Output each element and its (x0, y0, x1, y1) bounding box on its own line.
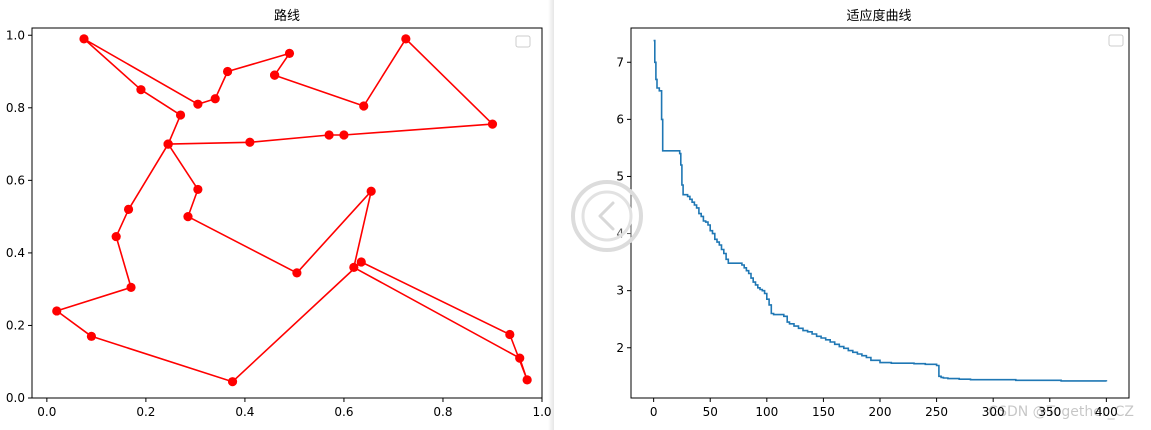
route-point (175, 110, 186, 120)
chevron-left-icon (598, 201, 615, 231)
y-tick-label: 3 (616, 284, 624, 298)
fitness-chart: 适应度曲线 0 50 100 150 200 250 300 350 400 2 3 4 5 6 7 (616, 8, 1130, 419)
route-point (210, 94, 220, 104)
x-tick-label: 0 (650, 405, 658, 419)
y-axis: 2 3 4 5 6 7 (616, 55, 631, 355)
fitness-lines (653, 39, 1108, 382)
y-tick-label: 7 (616, 55, 624, 69)
route-point (324, 130, 334, 140)
route-point (111, 231, 121, 242)
chart-title: 适应度曲线 (846, 8, 911, 24)
x-tick-label: 1.0 (532, 405, 551, 419)
y-axis: 0.0 0.2 0.4 0.6 0.8 1.0 (6, 28, 32, 405)
route-point (339, 130, 349, 140)
y-tick-label: 2 (616, 341, 624, 355)
route-line-0 (83, 38, 494, 145)
legend-box (1108, 34, 1124, 47)
route-point (193, 99, 203, 109)
plot-frame (31, 27, 543, 399)
y-tick-label: 5 (616, 169, 624, 183)
watermark: CSDN @Together_CZ (988, 404, 1134, 420)
figure-gutter (548, 0, 554, 430)
route-point (284, 48, 295, 58)
route-point (136, 85, 146, 95)
fitness-line (653, 39, 1108, 382)
route-point (123, 204, 134, 214)
route-point (86, 331, 97, 341)
route-markers (52, 34, 532, 387)
x-tick-label: 0.4 (235, 405, 254, 419)
route-point (487, 119, 498, 129)
x-tick-label: 0.2 (136, 405, 155, 419)
x-tick-label: 400 (1095, 405, 1118, 419)
route-point (505, 329, 515, 340)
x-tick-label: 0.6 (334, 405, 353, 419)
route-point (366, 186, 376, 196)
legend-box (515, 35, 531, 48)
x-tick-label: 0.0 (37, 405, 56, 419)
previous-image-button[interactable] (571, 180, 643, 252)
route-point (79, 34, 89, 44)
y-tick-label: 0.4 (6, 246, 25, 260)
x-tick-label: 350 (1038, 405, 1061, 419)
route-point (193, 184, 203, 195)
route-point (227, 377, 238, 387)
x-tick-label: 50 (703, 405, 718, 419)
chart-title: 路线 (274, 8, 300, 24)
route-point (292, 268, 302, 278)
y-tick-label: 0.0 (6, 391, 25, 405)
route-point (359, 101, 369, 111)
x-axis: 0 50 100 150 200 250 300 350 400 (650, 398, 1118, 419)
y-tick-label: 4 (616, 227, 624, 241)
route-point (183, 212, 193, 222)
route-point (163, 139, 173, 149)
y-tick-label: 1.0 (6, 28, 25, 42)
route-chart: 路线 0.0 0.2 0.4 0.6 0.8 1.0 0.0 0.2 0.4 0.6 0.8 1.0 (6, 8, 552, 419)
x-tick-label: 200 (869, 405, 892, 419)
route-line-1 (55, 143, 528, 383)
route-point (522, 375, 532, 385)
route-point (356, 257, 366, 267)
y-tick-label: 0.2 (6, 318, 25, 332)
x-tick-label: 100 (755, 405, 778, 419)
route-point (245, 137, 255, 147)
x-tick-label: 300 (982, 405, 1005, 419)
route-point (270, 70, 280, 80)
route-point (515, 353, 525, 363)
y-tick-label: 0.6 (6, 173, 25, 187)
y-tick-label: 6 (616, 112, 624, 126)
route-point (126, 282, 136, 292)
x-axis: 0.0 0.2 0.4 0.6 0.8 1.0 (37, 398, 552, 419)
route-point (401, 34, 411, 44)
x-tick-label: 150 (812, 405, 835, 419)
route-point (222, 66, 233, 77)
x-tick-label: 250 (925, 405, 948, 419)
route-point (52, 306, 62, 316)
plot-frame (630, 27, 1130, 399)
x-tick-label: 0.8 (433, 405, 452, 419)
route-point (349, 262, 359, 273)
y-tick-label: 0.8 (6, 101, 25, 115)
